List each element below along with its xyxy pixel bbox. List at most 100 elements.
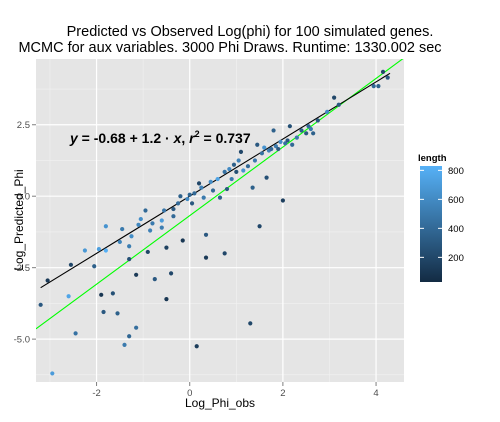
data-point: [222, 251, 227, 256]
equation-r-superscript: 2: [195, 129, 200, 139]
data-point: [162, 208, 167, 213]
data-point: [238, 149, 244, 154]
equation-equals: =: [78, 130, 94, 146]
y-axis-title: Log_Predicted_Phi: [12, 169, 26, 270]
equation-comma: ,: [181, 130, 189, 146]
data-point: [45, 278, 50, 283]
data-point: [201, 195, 206, 200]
data-point: [227, 166, 232, 172]
data-point: [257, 224, 262, 229]
data-point: [380, 69, 386, 74]
data-point: [171, 206, 176, 212]
data-point: [236, 158, 241, 163]
data-point: [283, 141, 288, 146]
equation-r-symbol: r: [189, 130, 196, 146]
data-point: [229, 176, 234, 182]
data-point: [103, 224, 108, 229]
x-axis: -2 0 2 4: [92, 382, 379, 399]
data-point: [103, 248, 108, 253]
data-point: [152, 276, 157, 282]
data-point: [336, 102, 341, 107]
data-point: [248, 321, 253, 326]
data-point: [164, 297, 169, 302]
data-point: [245, 164, 251, 169]
data-point: [180, 238, 185, 243]
data-point: [115, 311, 120, 316]
data-point: [192, 191, 197, 196]
data-point: [262, 145, 267, 150]
data-point: [159, 225, 164, 230]
equation-x-symbol: x: [173, 130, 183, 146]
data-point: [376, 84, 381, 89]
data-point: [287, 124, 292, 129]
data-point: [120, 226, 125, 232]
data-point: [134, 325, 139, 330]
data-point: [148, 228, 153, 233]
data-point: [164, 245, 169, 250]
data-point: [50, 371, 55, 376]
equation-plus: +: [126, 130, 142, 146]
data-point: [250, 185, 255, 190]
legend-tick-label: 200: [448, 253, 464, 264]
data-point: [308, 126, 313, 132]
data-point: [276, 146, 281, 152]
data-point: [241, 168, 246, 173]
data-point: [222, 169, 227, 175]
data-point: [117, 239, 122, 245]
data-point: [208, 179, 213, 185]
equation-slope: 1.2: [142, 130, 162, 146]
data-point: [110, 291, 115, 296]
data-point: [175, 201, 181, 206]
data-point: [215, 176, 220, 182]
data-point: [269, 146, 274, 152]
legend-tick-label: 800: [448, 166, 464, 177]
identity-line: [40, 72, 391, 289]
data-point: [143, 208, 148, 213]
data-point: [196, 181, 202, 186]
data-point: [145, 249, 150, 255]
legend-tick-label: 400: [448, 224, 464, 235]
data-point: [171, 214, 176, 219]
data-point: [185, 196, 190, 202]
data-point: [259, 151, 265, 156]
data-point: [234, 169, 239, 175]
data-point: [325, 109, 330, 114]
grid-major: [36, 59, 404, 382]
data-point: [294, 135, 299, 140]
equation-y-symbol: y: [69, 130, 79, 146]
legend-ticks: 200 400 600 800: [420, 166, 464, 264]
legend-colorbar: [420, 166, 442, 282]
data-point: [203, 232, 209, 237]
data-point: [203, 255, 209, 260]
equation-intercept: -0.68: [94, 130, 126, 146]
equation-dot: ·: [161, 130, 173, 146]
data-point: [264, 175, 269, 180]
data-point: [224, 186, 230, 192]
data-point: [129, 234, 134, 239]
chart-subtitle: MCMC for aux variables. 3000 Phi Draws. …: [18, 40, 441, 56]
data-point: [150, 221, 155, 226]
data-point: [217, 195, 223, 200]
data-point: [138, 216, 143, 222]
data-point: [68, 262, 74, 267]
data-point: [299, 128, 304, 133]
y-tick-label: -5.0: [14, 335, 30, 346]
data-point: [187, 192, 192, 197]
plot-panel: [36, 59, 404, 382]
data-point: [96, 246, 101, 252]
regression-line: [36, 59, 404, 330]
data-point: [231, 162, 237, 167]
data-point: [385, 75, 390, 80]
data-point: [178, 194, 183, 199]
data-point: [199, 185, 204, 190]
x-tick-label: 4: [373, 388, 378, 399]
x-tick-label: -2: [92, 388, 100, 399]
data-point: [82, 248, 88, 253]
data-point: [255, 142, 260, 147]
data-point: [189, 201, 195, 206]
data-point: [306, 124, 311, 129]
y-tick-label: -2.5: [14, 263, 30, 274]
data-point: [290, 142, 295, 147]
data-point: [127, 256, 132, 262]
